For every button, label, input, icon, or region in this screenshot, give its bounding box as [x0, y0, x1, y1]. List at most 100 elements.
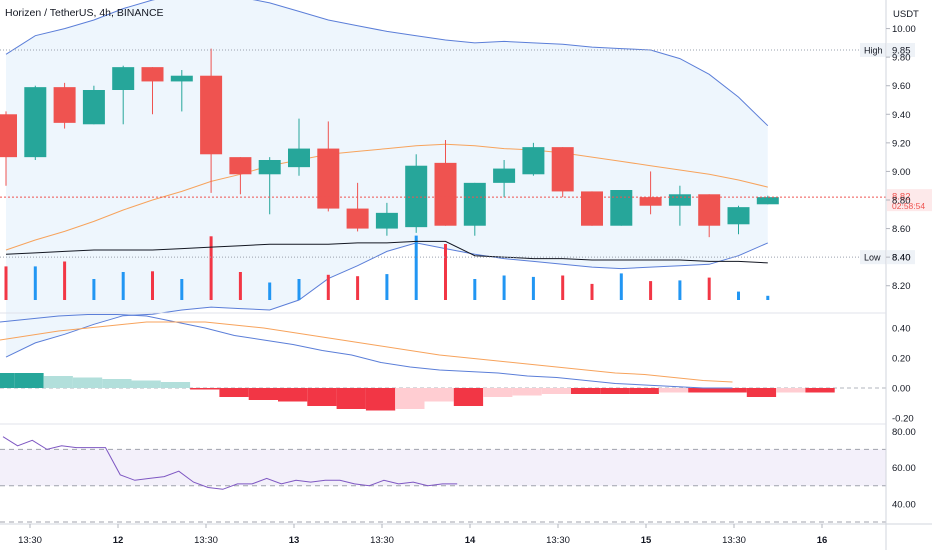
chart-title: Horizen / TetherUS, 4h, BINANCE: [5, 7, 164, 19]
candle: [581, 191, 603, 226]
macd-tick-label: 0.00: [892, 384, 911, 395]
time-tick-label: 13:30: [722, 535, 746, 546]
macd-histogram-bar: [688, 388, 718, 393]
macd-histogram-bar: [805, 388, 835, 393]
rsi-band-fill: [0, 449, 886, 486]
candle: [317, 121, 340, 212]
candle-body: [522, 147, 545, 175]
candle-body: [405, 165, 428, 228]
macd-line: [0, 314, 733, 389]
ma-line: [5, 240, 768, 264]
candle-body: [82, 90, 105, 125]
high-value: 9.85: [892, 46, 911, 57]
candle-body: [698, 194, 721, 226]
high-value-bg: [887, 43, 915, 57]
macd-indicator: [0, 314, 886, 411]
candle-body: [24, 87, 47, 158]
volume-bar: [649, 281, 653, 300]
macd-histogram-bar: [658, 388, 689, 393]
candle: [288, 118, 310, 176]
macd-histogram-bar: [14, 373, 44, 388]
rsi-tick-label: 60.00: [892, 463, 916, 474]
candle: [463, 182, 486, 236]
candle-body: [610, 190, 633, 226]
macd-histogram-bar: [219, 388, 249, 397]
volume-bar: [678, 280, 682, 300]
candle-body: [288, 148, 310, 168]
candle-body: [493, 168, 516, 183]
volume-bar: [502, 275, 506, 300]
macd-tick-label: -0.20: [892, 414, 914, 425]
last-price-bg: [887, 189, 932, 212]
candle: [229, 157, 252, 195]
low-value: 8.40: [892, 253, 911, 264]
candle-body: [112, 67, 135, 90]
macd-histogram-bar: [131, 380, 161, 388]
bollinger-fill: [6, 0, 768, 358]
volume-bar: [414, 235, 418, 300]
candle-body: [463, 182, 486, 226]
price-tick-label: 9.60: [892, 81, 911, 92]
macd-panel[interactable]: [0, 314, 886, 411]
candle: [405, 154, 428, 233]
candle: [82, 85, 105, 125]
candle: [200, 48, 223, 193]
candle-body: [229, 157, 252, 175]
macd-histogram-bar: [512, 388, 542, 396]
macd-histogram-bar: [541, 388, 571, 394]
volume-bar: [444, 244, 447, 300]
candle: [639, 171, 662, 215]
volume-bar: [297, 279, 301, 300]
candles: [0, 48, 779, 238]
candle: [551, 147, 574, 198]
candle: [434, 140, 457, 226]
macd-histogram-bar: [160, 382, 191, 388]
bollinger-basis-line: [5, 143, 768, 251]
time-tick-label: 13: [289, 535, 300, 546]
volume-bar: [92, 279, 96, 300]
price-tick-label: 9.00: [892, 167, 911, 178]
price-tick-label: 8.80: [892, 196, 911, 207]
volume-bar: [4, 266, 8, 300]
rsi-line: [2, 436, 458, 490]
macd-histogram-bar: [43, 376, 73, 388]
macd-histogram-bar: [0, 373, 15, 388]
macd-histogram-bar: [365, 388, 396, 411]
candle: [141, 67, 164, 115]
candle-body: [200, 75, 223, 155]
low-label: Low: [864, 253, 881, 263]
time-tick-label: 13:30: [194, 535, 218, 546]
macd-histogram-bar: [629, 388, 659, 394]
candle-body: [375, 212, 398, 229]
time-tick-label: 13:30: [18, 535, 42, 546]
price-tick-label: 9.20: [892, 138, 911, 149]
volume-bar: [33, 266, 37, 300]
candle: [375, 202, 398, 236]
macd-histogram-bar: [336, 388, 366, 409]
candle-body: [346, 208, 369, 229]
price-tick-label: 8.40: [892, 253, 911, 264]
candle: [170, 70, 193, 112]
candle-body: [668, 194, 691, 206]
rsi-panel[interactable]: [0, 436, 886, 523]
price-tick-label: 8.60: [892, 224, 911, 235]
candle-body: [0, 114, 17, 158]
volume-bar: [619, 273, 623, 300]
macd-histogram-bar: [571, 388, 601, 394]
macd-histogram-bar: [453, 388, 484, 406]
moving-average: [5, 240, 768, 264]
time-tick-label: 13:30: [370, 535, 394, 546]
candle-body: [581, 191, 603, 226]
volume-bar: [561, 275, 565, 300]
macd-histogram-bar: [424, 388, 454, 402]
candle: [24, 85, 47, 160]
macd-histogram-bar: [483, 388, 513, 397]
candle: [698, 194, 721, 238]
price-tick-label: 9.80: [892, 53, 911, 64]
candle: [0, 111, 17, 186]
volume-bar: [531, 276, 535, 300]
volume-bar: [707, 277, 711, 300]
bollinger-bands: [5, 0, 769, 358]
